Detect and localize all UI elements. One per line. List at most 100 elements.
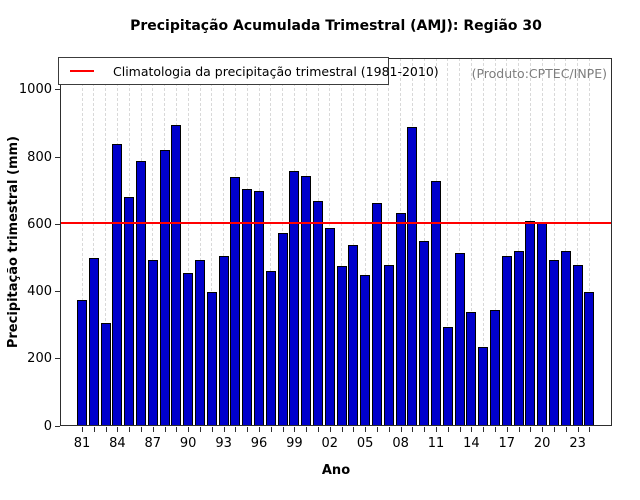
gridline <box>341 58 343 426</box>
x-axis-label: Ano <box>321 463 351 478</box>
x-tick <box>577 427 579 432</box>
y-tick-label: 0 <box>43 418 52 434</box>
y-tick-label: 200 <box>27 351 52 367</box>
y-tick <box>55 223 60 225</box>
y-tick-label: 800 <box>27 149 52 165</box>
gridline <box>81 58 83 426</box>
bar-2024 <box>584 292 595 426</box>
gridline <box>270 58 272 426</box>
gridline <box>223 58 225 426</box>
y-tick <box>55 89 60 91</box>
y-tick-label: 1000 <box>18 82 52 98</box>
x-tick <box>152 427 154 432</box>
producer-credit: (Produto:CPTEC/INPE) <box>471 66 607 81</box>
x-tick <box>282 427 284 432</box>
bar-1988 <box>159 150 170 426</box>
x-tick-label: 96 <box>250 436 268 451</box>
x-tick <box>483 427 485 432</box>
bar-1981 <box>77 300 87 426</box>
x-tick <box>294 427 296 432</box>
x-tick-label: 93 <box>215 436 232 451</box>
x-tick <box>400 427 402 432</box>
x-tick-label: 23 <box>569 436 586 451</box>
gridline <box>506 58 508 426</box>
bar-2019 <box>525 221 536 426</box>
x-tick <box>365 427 367 432</box>
bar-1983 <box>100 323 111 426</box>
x-tick-label: 05 <box>356 436 374 451</box>
bar-2003 <box>336 266 347 426</box>
bar-2023 <box>572 265 583 426</box>
gridline <box>187 58 189 426</box>
bar-2018 <box>513 251 524 426</box>
x-tick <box>329 427 331 432</box>
bar-1996 <box>254 191 264 426</box>
bar-1982 <box>88 258 99 426</box>
y-tick <box>55 156 60 158</box>
gridline <box>93 58 95 426</box>
x-tick <box>353 427 355 432</box>
y-tick <box>55 358 60 360</box>
gridline <box>447 58 449 426</box>
gridline <box>482 58 484 426</box>
x-tick <box>211 427 213 432</box>
bar-2009 <box>407 127 418 426</box>
chart-title: Precipitação Acumulada Trimestral (AMJ):… <box>130 18 542 34</box>
x-tick <box>412 427 414 432</box>
x-tick <box>565 427 567 432</box>
x-tick-label: 20 <box>533 436 551 451</box>
y-axis-label: Precipitação trimestral (mm) <box>5 135 21 349</box>
x-tick-label: 99 <box>286 436 303 451</box>
x-tick <box>506 427 508 432</box>
gridline <box>518 58 520 426</box>
x-tick <box>247 427 249 432</box>
x-tick <box>554 427 555 432</box>
x-tick <box>117 427 119 432</box>
x-tick <box>188 427 190 432</box>
x-tick <box>164 427 166 432</box>
x-tick <box>105 427 107 432</box>
legend-label: Climatologia da precipitação trimestral … <box>113 63 439 79</box>
bar-1990 <box>183 273 194 426</box>
bar-2011 <box>431 181 441 426</box>
bar-2017 <box>501 256 512 426</box>
x-tick <box>235 427 237 432</box>
bar-2005 <box>360 275 371 426</box>
gridline <box>459 58 461 426</box>
gridline <box>211 58 213 426</box>
x-tick <box>200 427 201 432</box>
bar-1998 <box>277 233 288 426</box>
x-tick <box>270 427 272 432</box>
x-tick <box>129 427 131 432</box>
bar-1993 <box>218 256 229 426</box>
gridline <box>105 58 107 426</box>
x-tick <box>259 427 260 432</box>
x-tick <box>82 427 83 432</box>
x-tick <box>176 427 178 432</box>
x-tick <box>459 427 461 432</box>
y-tick <box>55 291 60 293</box>
x-tick <box>93 427 95 432</box>
x-tick <box>471 427 473 432</box>
x-tick-label: 14 <box>463 436 480 451</box>
bar-2000 <box>301 176 312 426</box>
climatology-line-sample <box>70 70 94 72</box>
x-tick <box>436 427 437 432</box>
bar-2013 <box>454 253 465 426</box>
x-tick-label: 17 <box>498 436 516 451</box>
y-tick <box>55 425 60 427</box>
bar-2020 <box>537 223 548 426</box>
gridline <box>565 58 567 426</box>
y-tick-label: 600 <box>27 216 52 232</box>
y-axis-label-container: Precipitação trimestral (mm) <box>4 58 22 426</box>
gridline <box>388 58 390 426</box>
x-tick-label: 84 <box>109 436 126 451</box>
x-tick <box>377 427 378 432</box>
bar-2004 <box>348 245 359 426</box>
x-tick-label: 11 <box>427 436 445 451</box>
bar-2021 <box>549 260 559 426</box>
x-tick-label: 90 <box>179 436 197 451</box>
y-tick-label: 400 <box>27 284 52 300</box>
x-tick <box>589 427 591 432</box>
